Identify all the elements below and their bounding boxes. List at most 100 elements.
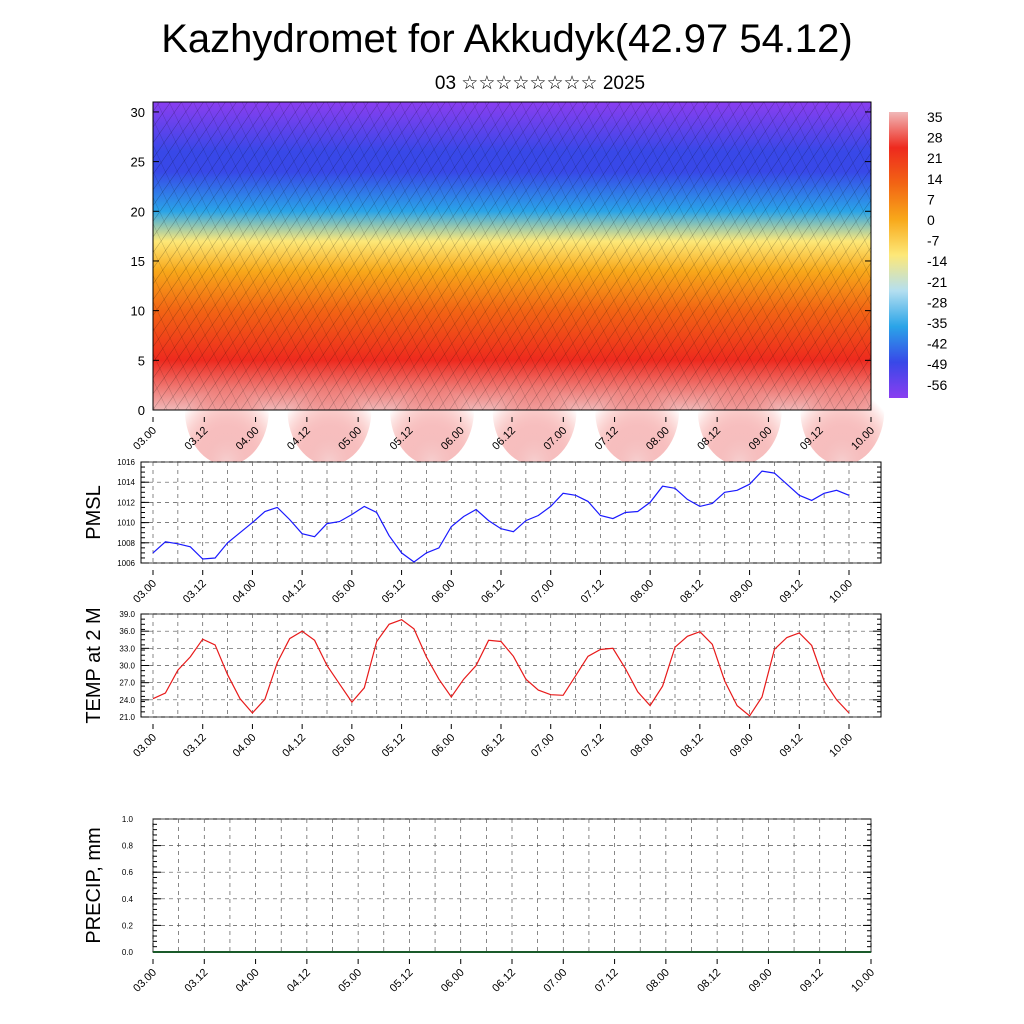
x-tick-label: 07.00: [529, 732, 557, 760]
x-tick-label: 07.00: [541, 967, 569, 995]
y-tick-label: 21.0: [119, 713, 135, 722]
data-series-line: [152, 619, 850, 717]
x-tick-label: 03.00: [131, 425, 159, 453]
colorbar-label: -28: [927, 294, 947, 310]
y-tick-label: 24.0: [119, 696, 135, 705]
x-tick-label: 08.00: [644, 967, 672, 995]
x-tick-label: 05.12: [380, 732, 408, 760]
x-tick-label: 04.12: [280, 732, 308, 760]
x-tick-label: 09.00: [728, 732, 756, 760]
y-axis-label: PRECIP, mm: [83, 827, 105, 943]
colorbar-label: 7: [927, 191, 935, 207]
x-tick-label: 06.12: [479, 578, 507, 606]
y-tick-label: 1016: [117, 458, 135, 467]
y-tick-label: 20: [131, 204, 145, 219]
x-tick-label: 09.12: [777, 578, 805, 606]
x-tick-label: 08.12: [678, 732, 706, 760]
temperature-colorbar: 35 28 21 14 7 0 -7 -14 -21 -28 -35 -42 -49 -56: [889, 109, 947, 398]
y-tick-label: 33.0: [119, 644, 135, 653]
y-tick-label: 0.8: [122, 842, 134, 851]
y-tick-label: 1010: [117, 519, 135, 528]
x-tick-label: 06.12: [490, 967, 518, 995]
y-tick-label: 1008: [117, 539, 135, 548]
colorbar-label: 0: [927, 212, 935, 228]
x-tick-label: 04.12: [285, 967, 313, 995]
plot-frame: [152, 101, 872, 411]
x-tick-label: 09.12: [777, 732, 805, 760]
y-tick-label: 10: [131, 304, 145, 319]
chart-subtitle: 03 ☆☆☆☆☆☆☆☆ 2025: [434, 73, 646, 94]
x-tick-label: 03.00: [131, 578, 159, 606]
x-tick-label: 06.00: [439, 967, 467, 995]
colorbar-label: -56: [927, 377, 947, 393]
wind-vector-field: [153, 102, 871, 410]
colorbar-label: -42: [927, 336, 947, 352]
colorbar-swatch: [889, 112, 908, 398]
x-tick-label: 04.00: [231, 578, 259, 606]
x-tick-label: 09.00: [728, 578, 756, 606]
x-tick-label: 04.00: [231, 732, 259, 760]
y-tick-label: 39.0: [119, 610, 135, 619]
temp-2m-panel: 21.0 24.0 27.0 30.0 33.0 36.0 39.0 TEMP at 2 M 0…: [83, 607, 882, 760]
colorbar-label: -7: [927, 233, 940, 249]
y-tick-label: 30.0: [119, 662, 135, 671]
x-tick-label: 07.12: [579, 578, 607, 606]
x-tick-label: 08.00: [628, 732, 656, 760]
x-tick-label: 10.00: [827, 578, 855, 606]
data-series-line: [152, 470, 850, 563]
y-tick-label: 30: [131, 105, 145, 120]
x-tick-label: 07.00: [529, 578, 557, 606]
x-tick-label: 03.00: [131, 732, 159, 760]
x-tick-label: 05.00: [330, 732, 358, 760]
y-tick-label: 5: [138, 353, 145, 368]
y-tick-label: 1.0: [122, 815, 134, 824]
colorbar-label: -49: [927, 356, 947, 372]
colorbar-label: -35: [927, 315, 947, 331]
x-tick-label: 08.12: [695, 967, 723, 995]
y-tick-label: 1014: [117, 478, 135, 487]
x-tick-label: 07.12: [593, 967, 621, 995]
x-tick-label: 06.12: [479, 732, 507, 760]
x-tick-label: 09.12: [798, 967, 826, 995]
x-tick-label: 06.00: [429, 578, 457, 606]
y-tick-label: 1012: [117, 498, 135, 507]
x-tick-label: 05.12: [388, 967, 416, 995]
y-tick-label: 25: [131, 155, 145, 170]
x-tick-label: 05.00: [336, 967, 364, 995]
y-tick-label: 36.0: [119, 627, 135, 636]
x-tick-label: 10.00: [827, 732, 855, 760]
plot-frame: [140, 461, 882, 564]
y-tick-label: 0.4: [122, 895, 134, 904]
pmsl-panel: 1006 1008 1010 1012 1014 1016 PMSL 03.00 03.12 04…: [83, 458, 882, 606]
colorbar-label: -21: [927, 274, 947, 290]
x-tick-label: 09.00: [747, 967, 775, 995]
y-tick-label: 0.6: [122, 868, 134, 877]
y-tick-label: 0.0: [122, 948, 134, 957]
x-tick-label: 05.00: [330, 578, 358, 606]
x-tick-label: 04.12: [280, 578, 308, 606]
y-tick-label: 1006: [117, 559, 135, 568]
x-tick-label: 03.12: [181, 732, 209, 760]
y-axis-label: PMSL: [83, 485, 105, 539]
colorbar-label: 14: [927, 171, 943, 187]
precip-panel: 0.0 0.2 0.4 0.6 0.8 1.0 PRECIP, mm 03.00 03.12 04…: [83, 815, 877, 995]
x-tick-label: 08.00: [628, 578, 656, 606]
chart-title: Kazhydromet for Akkudyk(42.97 54.12): [161, 17, 853, 61]
colorbar-label: 21: [927, 150, 943, 166]
x-tick-label: 03.12: [182, 967, 210, 995]
x-tick-label: 06.00: [429, 732, 457, 760]
x-tick-label: 08.12: [678, 578, 706, 606]
y-tick-label: 0: [138, 403, 145, 418]
x-tick-label: 10.00: [849, 967, 877, 995]
y-axis-label: TEMP at 2 M: [83, 607, 105, 723]
y-tick-label: 15: [131, 254, 145, 269]
y-tick-label: 27.0: [119, 679, 135, 688]
x-tick-label: 03.12: [181, 578, 209, 606]
colorbar-label: 35: [927, 109, 943, 125]
colorbar-label: 28: [927, 130, 943, 146]
y-tick-label: 0.2: [122, 921, 134, 930]
x-tick-label: 03.00: [131, 967, 159, 995]
x-tick-label: 04.00: [234, 967, 262, 995]
x-tick-label: 05.12: [380, 578, 408, 606]
